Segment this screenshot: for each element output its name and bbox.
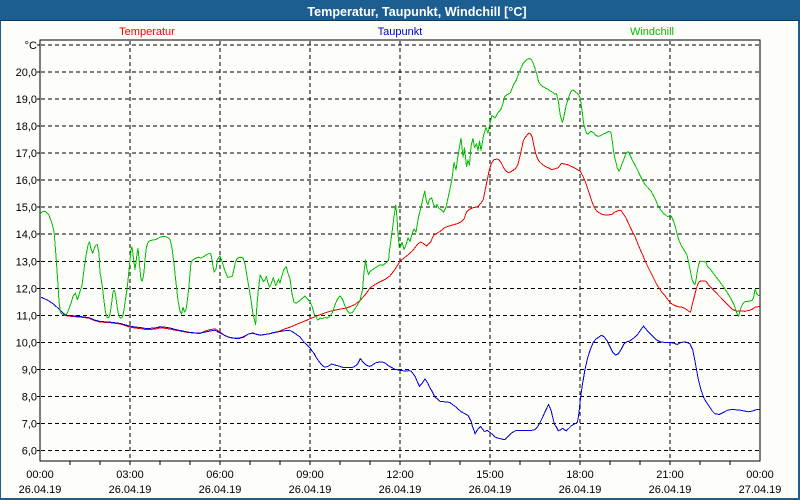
svg-text:26.04.19: 26.04.19: [649, 484, 692, 496]
svg-text:27.04.19: 27.04.19: [739, 484, 782, 496]
svg-text:11,0: 11,0: [16, 310, 37, 322]
svg-text:00:00: 00:00: [26, 469, 54, 481]
svg-text:26.04.19: 26.04.19: [289, 484, 332, 496]
svg-text:9,0: 9,0: [22, 364, 37, 376]
svg-text:03:00: 03:00: [116, 469, 144, 481]
svg-text:19,0: 19,0: [16, 94, 37, 106]
svg-text:00:00: 00:00: [746, 469, 774, 481]
svg-text:20,0: 20,0: [16, 67, 37, 79]
svg-text:Temperatur, Taupunkt, Windchil: Temperatur, Taupunkt, Windchill [°C]: [307, 5, 526, 19]
svg-text:26.04.19: 26.04.19: [19, 484, 62, 496]
svg-text:7,0: 7,0: [22, 419, 37, 431]
svg-text:8,0: 8,0: [22, 391, 37, 403]
svg-text:18,0: 18,0: [16, 121, 37, 133]
svg-text:Taupunkt: Taupunkt: [378, 26, 423, 38]
svg-text:26.04.19: 26.04.19: [199, 484, 242, 496]
svg-text:15,0: 15,0: [16, 202, 37, 214]
svg-text:06:00: 06:00: [206, 469, 234, 481]
svg-text:12,0: 12,0: [16, 283, 37, 295]
svg-text:14,0: 14,0: [16, 229, 37, 241]
svg-text:12:00: 12:00: [386, 469, 414, 481]
svg-text:26.04.19: 26.04.19: [559, 484, 602, 496]
svg-text:17,0: 17,0: [16, 148, 37, 160]
svg-text:13,0: 13,0: [16, 256, 37, 268]
svg-text:09:00: 09:00: [296, 469, 324, 481]
svg-text:21:00: 21:00: [656, 469, 684, 481]
svg-text:26.04.19: 26.04.19: [379, 484, 422, 496]
svg-text:16,0: 16,0: [16, 175, 37, 187]
svg-text:6,0: 6,0: [22, 446, 37, 458]
svg-text:15:00: 15:00: [476, 469, 504, 481]
svg-text:°C: °C: [25, 40, 37, 52]
svg-text:10,0: 10,0: [16, 337, 37, 349]
svg-text:26.04.19: 26.04.19: [109, 484, 152, 496]
svg-text:26.04.19: 26.04.19: [469, 484, 512, 496]
svg-text:Temperatur: Temperatur: [119, 26, 175, 38]
svg-text:Windchill: Windchill: [630, 26, 674, 38]
svg-text:18:00: 18:00: [566, 469, 594, 481]
